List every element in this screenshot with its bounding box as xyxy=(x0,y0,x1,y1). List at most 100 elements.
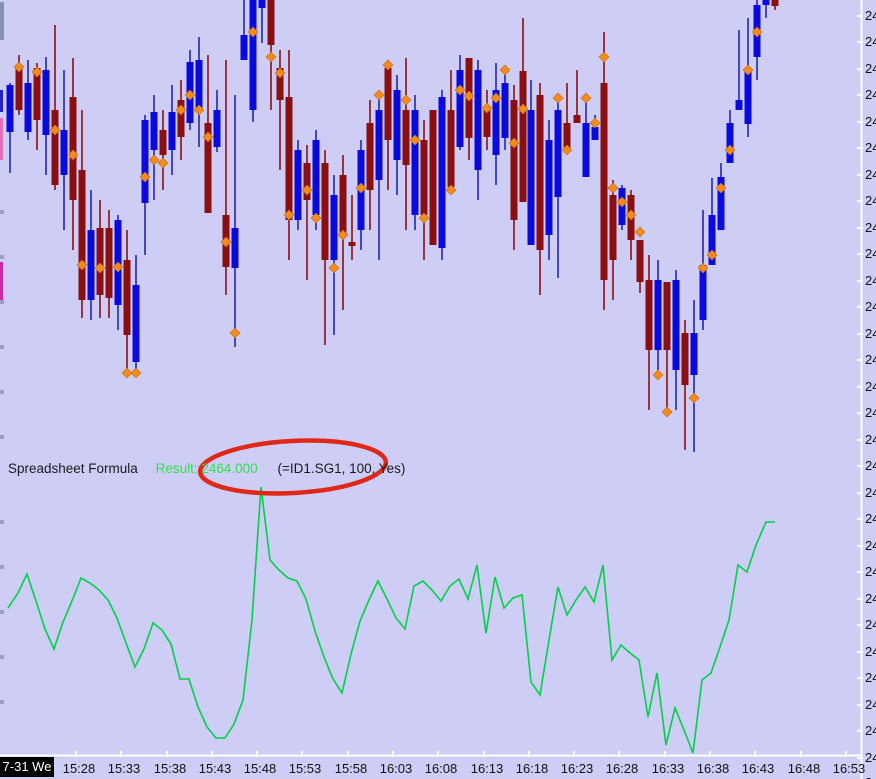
formula-result-value: Result: 2464.000 xyxy=(155,461,258,476)
diamond-marker xyxy=(706,249,718,261)
candlestick-series xyxy=(6,0,779,452)
diamond-marker xyxy=(454,84,466,96)
diamond-marker xyxy=(76,259,88,271)
candle-down xyxy=(510,100,518,220)
diamond-marker xyxy=(552,92,564,104)
candle-down xyxy=(267,0,275,45)
candle-up xyxy=(554,110,562,197)
price-axis-label: 24 xyxy=(865,326,876,341)
edge-artifact xyxy=(0,90,3,112)
candle-down xyxy=(33,68,41,120)
diamond-marker xyxy=(688,392,700,404)
price-axis-label: 24 xyxy=(865,273,876,288)
candle-down xyxy=(681,333,689,385)
candle-up xyxy=(141,120,149,203)
candle-down xyxy=(573,115,581,123)
candle-down xyxy=(483,110,491,137)
diamond-marker xyxy=(409,134,421,146)
candle-down xyxy=(177,100,185,137)
window-left-edge xyxy=(0,2,4,704)
candle-down xyxy=(15,66,23,110)
diamond-marker xyxy=(616,196,628,208)
candle-up xyxy=(699,265,707,320)
candle-up xyxy=(42,70,50,135)
indicator-line xyxy=(7,486,775,754)
diamond-marker xyxy=(220,236,232,248)
candle-up xyxy=(294,150,302,220)
time-axis-label: 15:48 xyxy=(243,761,277,776)
price-axis-label: 24 xyxy=(865,220,876,235)
price-axis-label: 24 xyxy=(865,167,876,182)
candle-up xyxy=(6,85,14,132)
diamond-marker xyxy=(355,182,367,194)
edge-artifact xyxy=(0,520,4,524)
diamond-marker xyxy=(724,144,736,156)
diamond-marker xyxy=(580,92,592,104)
diamond-marker xyxy=(337,229,349,241)
diamond-marker xyxy=(184,89,196,101)
price-axis-label: 24 xyxy=(865,246,876,261)
diamond-marker xyxy=(382,59,394,71)
diamond-marker xyxy=(697,262,709,274)
formula-expression: (=ID1.SG1, 100, Yes) xyxy=(277,461,406,476)
price-axis-label: 24 xyxy=(865,432,876,447)
diamond-marker xyxy=(508,137,520,149)
diamond-marker xyxy=(49,124,61,136)
candle-down xyxy=(519,71,527,202)
diamond-marker xyxy=(157,157,169,169)
candle-down xyxy=(447,110,455,187)
diamond-marker xyxy=(598,51,610,63)
candle-up xyxy=(195,60,203,110)
diamond-marker xyxy=(742,64,754,76)
candle-down xyxy=(663,282,671,350)
candle-up xyxy=(87,230,95,300)
candle-down xyxy=(420,140,428,215)
price-axis-label: 24 xyxy=(865,114,876,129)
diamond-marker xyxy=(13,61,25,73)
edge-artifact xyxy=(0,390,4,394)
candle-up xyxy=(690,333,698,375)
candle-down xyxy=(96,228,104,295)
price-axis-label: 24 xyxy=(865,34,876,49)
time-axis-label: 16:28 xyxy=(605,761,639,776)
price-axis-label: 24 xyxy=(865,511,876,526)
diamond-marker xyxy=(715,182,727,194)
candle-down xyxy=(123,260,131,335)
red-circle-annotation xyxy=(197,438,389,496)
candle-up xyxy=(654,280,662,350)
diamond-marker xyxy=(175,104,187,116)
candle-up xyxy=(213,110,221,147)
candle-up xyxy=(492,90,500,155)
time-axis-label: 16:53 xyxy=(832,761,866,776)
diamond-marker xyxy=(310,212,322,224)
time-axis-label: 16:23 xyxy=(560,761,594,776)
diamond-marker xyxy=(229,327,241,339)
candle-down xyxy=(78,170,86,300)
candle-down xyxy=(348,242,356,246)
time-axis-label: 16:08 xyxy=(424,761,458,776)
candle-up xyxy=(312,140,320,215)
candle-up xyxy=(231,228,239,268)
candle-up xyxy=(735,100,743,110)
candle-up xyxy=(717,177,725,230)
diamond-marker xyxy=(418,212,430,224)
diamond-marker xyxy=(94,262,106,274)
time-axis-label: 16:43 xyxy=(741,761,775,776)
candle-down xyxy=(402,110,410,165)
edge-artifact xyxy=(0,655,4,659)
candle-down xyxy=(771,0,779,6)
edge-artifact xyxy=(0,700,4,704)
candle-up xyxy=(375,110,383,180)
time-axis-label: 15:38 xyxy=(153,761,187,776)
candle-up xyxy=(330,195,338,260)
price-axis-label: 24 xyxy=(865,670,876,685)
formula-title: Spreadsheet Formula xyxy=(8,461,138,476)
time-axis-label: 15:33 xyxy=(107,761,141,776)
price-axis-label: 24 xyxy=(865,697,876,712)
diamond-marker xyxy=(121,367,133,379)
candle-down xyxy=(204,123,212,213)
candle-down xyxy=(384,68,392,140)
candle-up xyxy=(168,112,176,150)
